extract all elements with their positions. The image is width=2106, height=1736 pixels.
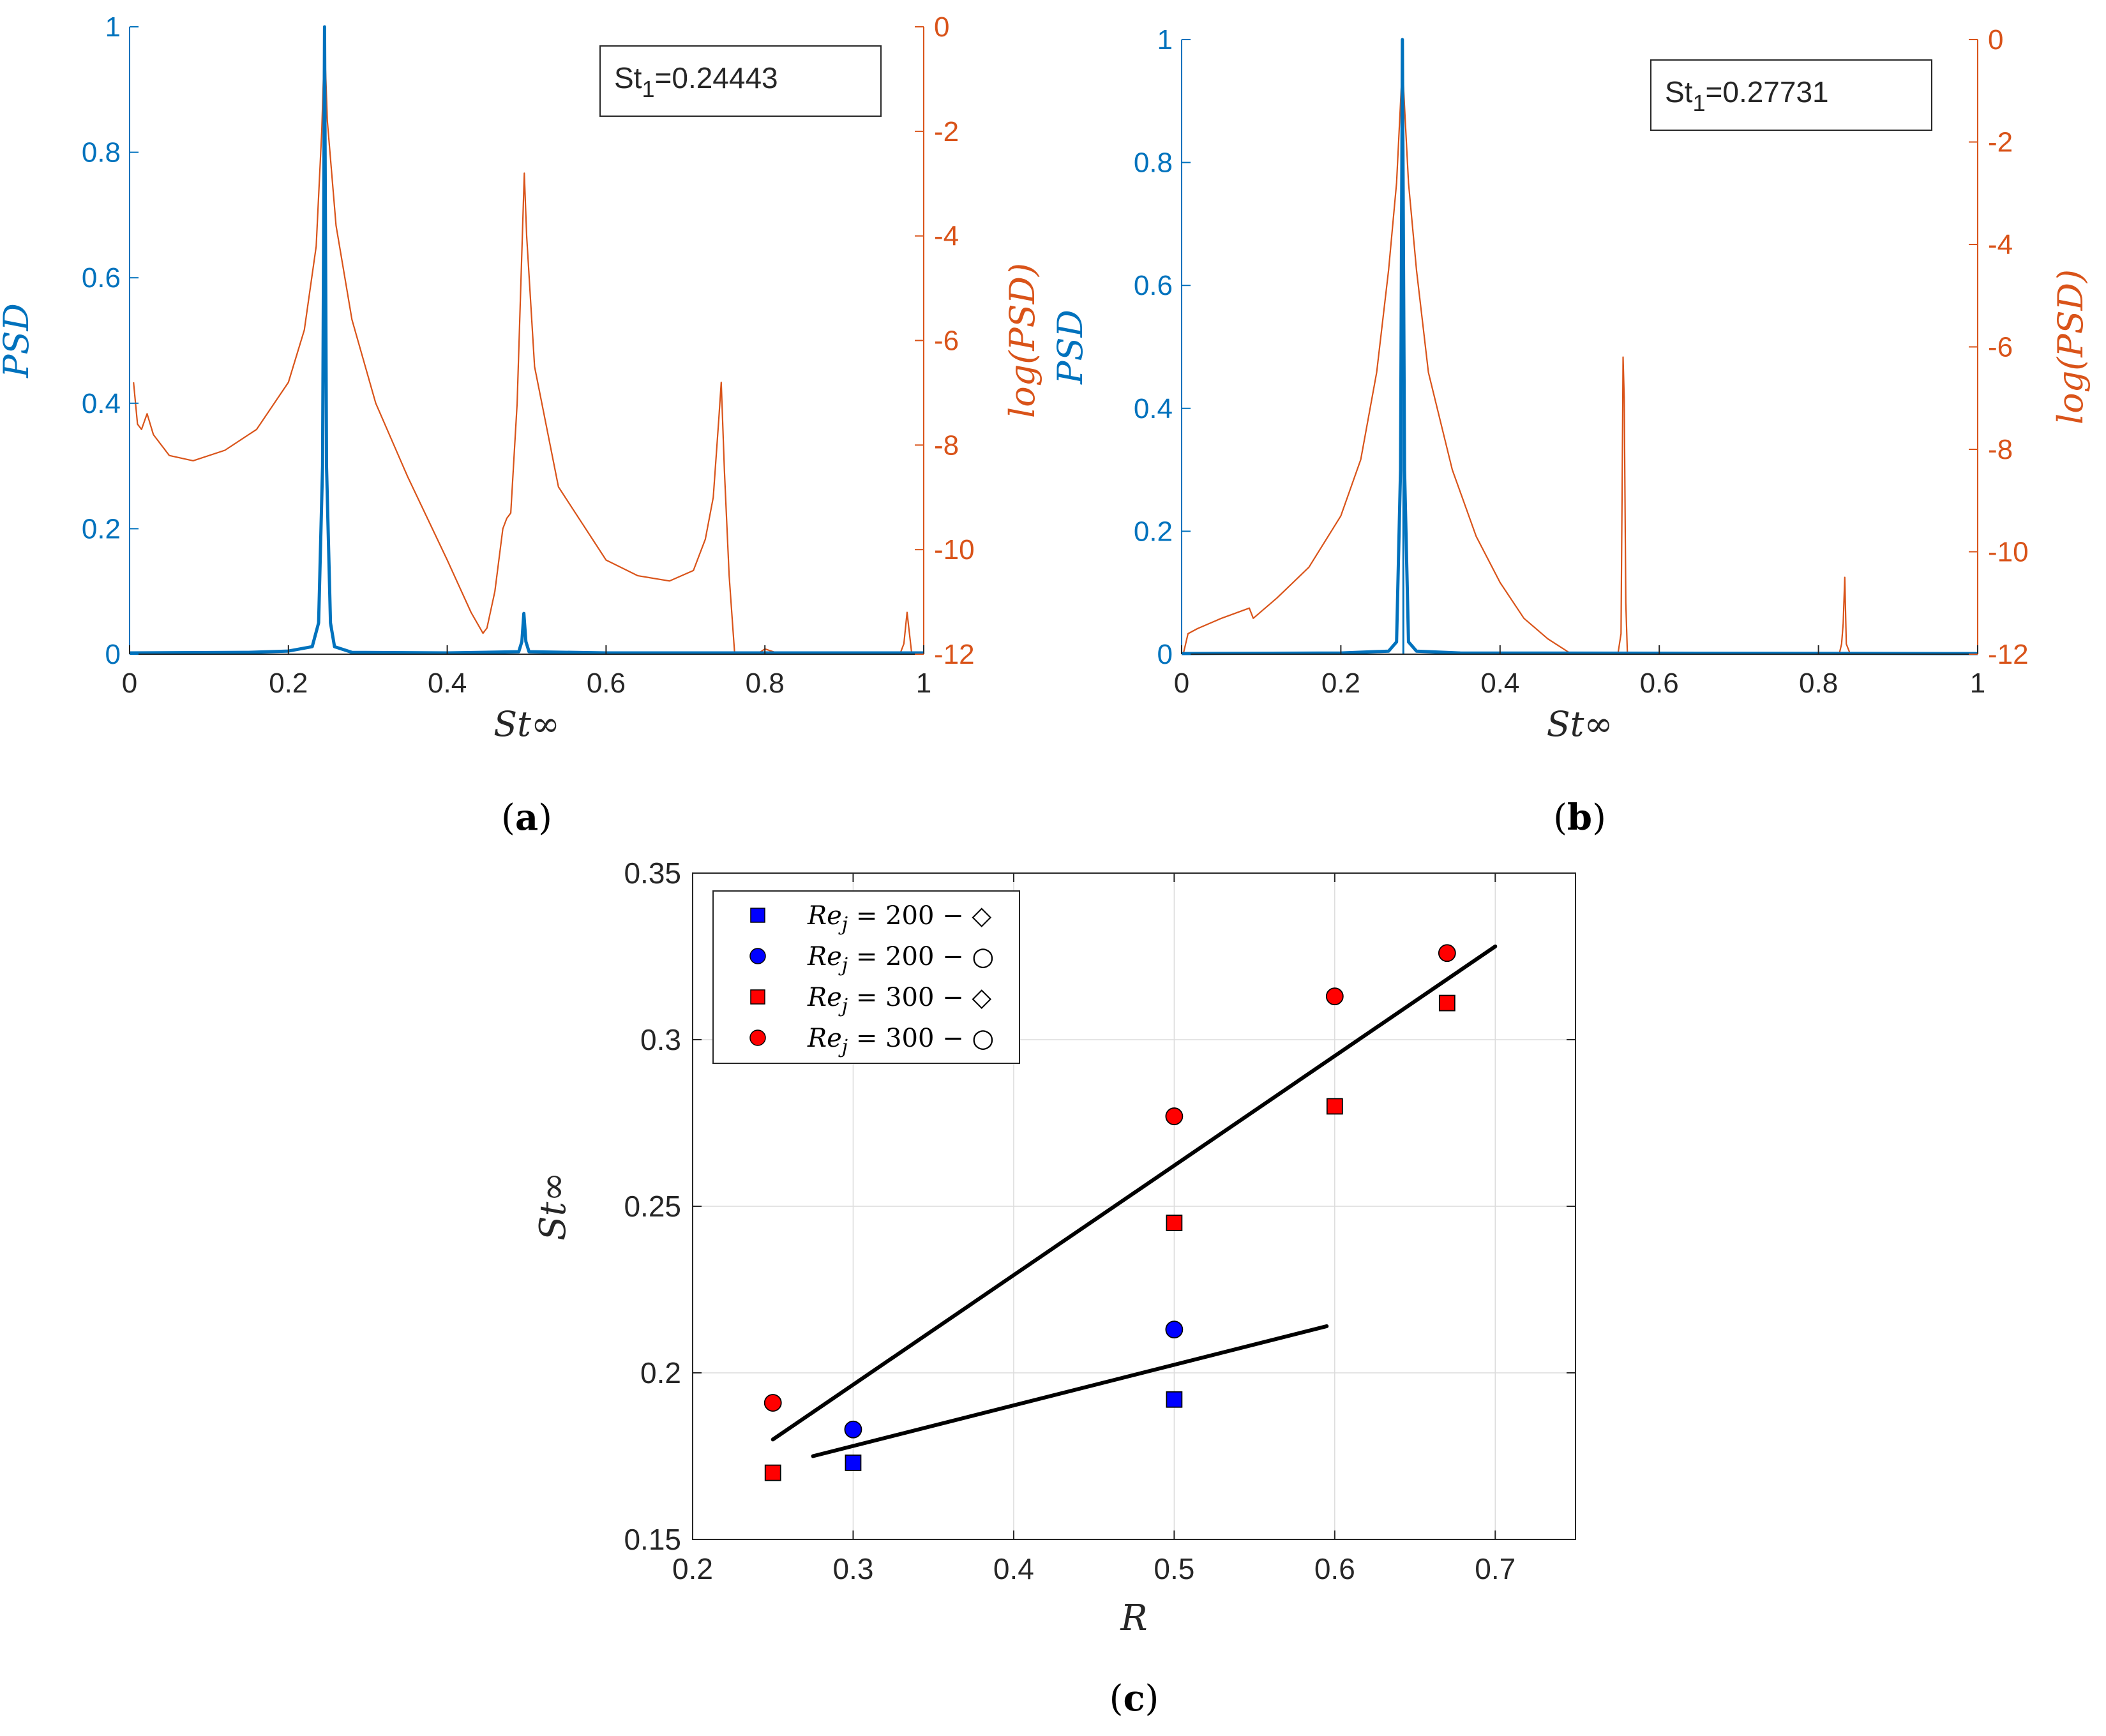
circle-marker [763,1394,782,1412]
y-right-tick-label: -2 [1988,127,2013,158]
panel-label: (c) [1109,1677,1159,1719]
x-tick-label: 0.3 [832,1552,873,1585]
y-tick-label: 0.3 [640,1023,681,1056]
y-left-tick-label: 0.2 [82,513,121,544]
x-tick-label: 0.6 [1640,668,1679,699]
y-right-axis-label: log(PSD) [1002,263,1042,418]
plot-area [130,27,924,654]
annotation-box [599,45,882,117]
y-left-tick-label: 0.4 [82,388,121,419]
x-axis-label: St∞ [493,704,560,744]
y-right-tick-label: -12 [1988,639,2029,670]
x-tick-label: 0.5 [1154,1552,1194,1585]
circle-marker [1165,1321,1184,1339]
y-tick-label: 0.35 [624,857,681,890]
plot-area [1182,40,1978,654]
legend-entry-label: Rej = 200 − ○ [807,942,994,976]
y-right-tick-label: -6 [1988,332,2013,363]
legend-entry-label: Rej = 200 − ◇ [807,901,991,936]
annotation-box [1650,59,1932,131]
x-axis-label: St∞ [1547,704,1613,744]
y-tick-label: 0.25 [624,1190,681,1223]
x-tick-label: 0.6 [587,668,626,699]
y-right-tick-label: -10 [1988,537,2029,568]
annotation-text: St1=0.27731 [1665,75,1829,116]
panel-a: 0 0.2 0.4 0.6 0.8 100.20.40.60.81-12-10-8-6-4… [0,11,1042,839]
square-marker [1326,1098,1343,1115]
psd-line [129,25,924,655]
y-right-tick-label: -8 [1988,434,2013,465]
y-left-tick-label: 1 [105,11,121,43]
y-right-tick-label: -8 [934,430,959,461]
x-tick-label: 0.2 [1321,668,1360,699]
psd-line [1181,38,1978,655]
y-left-axis-label: PSD [1050,310,1090,385]
x-axis-label: R [1120,1598,1147,1639]
x-tick-label: 0.2 [269,668,308,699]
x-tick-label: 0 [122,668,137,699]
x-tick-label: 1 [916,668,931,699]
x-tick-label: 0 [1174,668,1189,699]
x-tick-label: 0.7 [1475,1552,1516,1585]
y-right-tick-label: -12 [934,639,975,670]
x-tick-label: 0.4 [993,1552,1034,1585]
panel-label: (b) [1553,797,1606,839]
y-left-tick-label: 0 [105,639,121,670]
y-right-tick-label: -2 [934,116,959,147]
x-tick-label: 0.6 [1314,1552,1355,1585]
legend-circle-marker [749,948,766,964]
y-axis-label: St∞ [532,1172,574,1241]
y-left-tick-label: 0 [1157,639,1173,670]
y-left-tick-label: 0.4 [1134,393,1173,424]
y-right-tick-label: -4 [1988,229,2013,260]
x-tick-label: 0.4 [1480,668,1519,699]
circle-marker [844,1420,862,1439]
y-right-tick-label: -6 [934,326,959,357]
y-right-tick-label: 0 [934,11,949,43]
legend-square-marker [750,989,765,1005]
y-left-tick-label: 0.2 [1134,516,1173,547]
y-left-tick-label: 0.6 [82,262,121,294]
circle-marker [1165,1107,1184,1125]
y-left-tick-label: 1 [1157,24,1173,56]
y-left-tick-label: 0.8 [82,137,121,168]
y-right-tick-label: -10 [934,534,975,565]
x-tick-label: 0.8 [1799,668,1838,699]
y-left-axis-label: PSD [0,303,36,378]
y-right-axis-label: log(PSD) [2050,269,2091,424]
y-right-tick-label: -4 [934,221,959,252]
fit-line [811,1324,1329,1458]
y-tick-label: 0.15 [624,1523,681,1556]
annotation-text: St1=0.24443 [614,61,778,102]
x-tick-label: 0.2 [672,1552,713,1585]
panel-label: (a) [501,797,552,839]
square-marker [764,1464,781,1481]
circle-marker [1438,944,1456,962]
square-marker [1166,1391,1183,1408]
y-tick-label: 0.2 [640,1356,681,1389]
square-marker [1166,1215,1183,1231]
circle-marker [1325,987,1344,1006]
x-tick-label: 0.4 [428,668,467,699]
square-marker [845,1455,862,1471]
y-left-tick-label: 0.6 [1134,270,1173,301]
x-tick-label: 0.8 [746,668,785,699]
legend-square-marker [750,908,765,923]
panel-b: 0 0.2 0.4 0.6 0.8 100.20.40.60.81-12-10-8-6-4… [1050,24,2091,839]
y-right-tick-label: 0 [1988,24,2003,56]
square-marker [1438,994,1455,1012]
legend-entry-label: Rej = 300 − ○ [807,1024,994,1058]
x-tick-label: 1 [1970,668,1985,699]
y-left-tick-label: 0.8 [1134,147,1173,179]
legend-entry-label: Rej = 300 − ◇ [807,983,991,1017]
panel-c: 0.2 0.3 0.4 0.5 0.6 0.70.150.20.250.30.35RSt∞… [532,857,1576,1719]
fit-line [771,944,1498,1442]
legend-circle-marker [749,1029,766,1046]
